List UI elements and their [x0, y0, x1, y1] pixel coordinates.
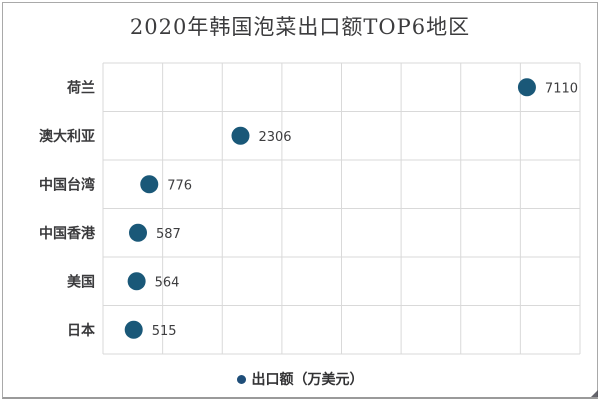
legend-label: 出口额（万美元）: [251, 372, 364, 388]
category-label: 中国香港: [39, 225, 96, 242]
data-point[interactable]: [128, 223, 147, 242]
legend-marker-icon: [236, 374, 246, 384]
data-point[interactable]: [127, 272, 146, 291]
corner-mark-icon: [591, 390, 598, 397]
category-label: 美国: [67, 273, 95, 290]
value-label: 776: [167, 178, 192, 193]
value-label: 564: [155, 275, 180, 290]
legend: 出口额（万美元）: [0, 369, 600, 389]
data-point[interactable]: [140, 175, 159, 194]
data-point[interactable]: [517, 78, 536, 97]
data-point[interactable]: [231, 126, 250, 145]
value-label: 7110: [545, 81, 578, 96]
value-label: 515: [152, 324, 177, 339]
chart-title: 2020年韩国泡菜出口额TOP6地区: [129, 15, 471, 39]
category-label: 荷兰: [66, 79, 95, 96]
data-point[interactable]: [124, 320, 143, 339]
value-label: 587: [156, 227, 181, 242]
category-label: 中国台湾: [39, 176, 95, 193]
category-label: 日本: [67, 322, 96, 339]
category-label: 澳大利亚: [39, 128, 95, 145]
value-label: 2306: [258, 130, 291, 145]
